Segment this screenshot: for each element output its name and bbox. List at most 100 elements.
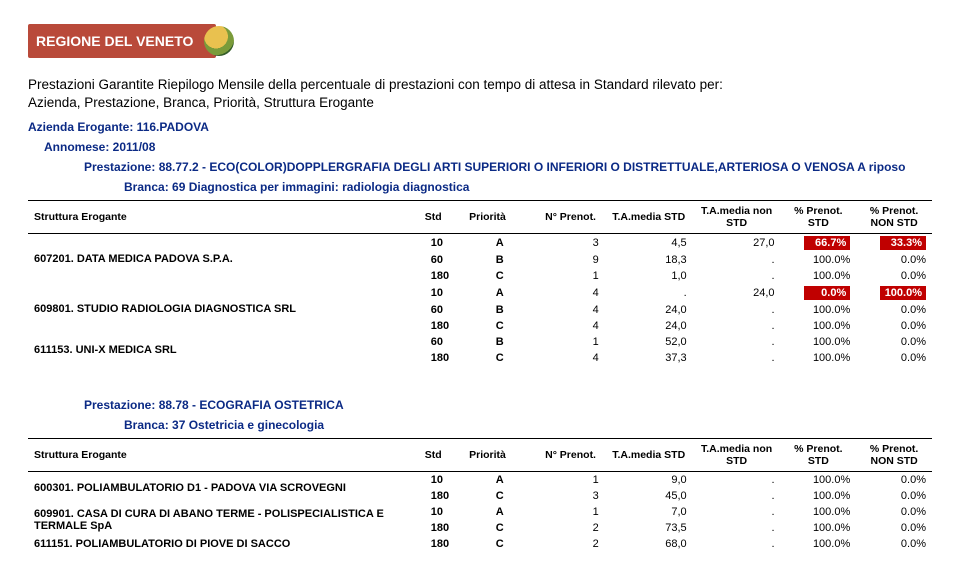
cell-pct-std: 100.0% xyxy=(781,488,857,504)
cell-n: 1 xyxy=(536,472,604,489)
cell-std: 180 xyxy=(419,350,463,366)
table-1: Struttura Erogante Std Priorità N° Preno… xyxy=(28,200,932,366)
th-p2: % Prenot. NON STD xyxy=(856,439,932,472)
cell-n: 1 xyxy=(536,504,604,520)
cell-std: 180 xyxy=(419,488,463,504)
cell-tamn: . xyxy=(693,520,781,536)
hot-value: 33.3% xyxy=(880,236,926,250)
azienda-line: Azienda Erogante: 116.PADOVA xyxy=(28,120,932,134)
table-row: 609801. STUDIO RADIOLOGIA DIAGNOSTICA SR… xyxy=(28,284,932,302)
cell-tam: . xyxy=(605,284,693,302)
cell-tam: 7,0 xyxy=(605,504,693,520)
cell-tamn: . xyxy=(693,252,781,268)
cell-tamn: . xyxy=(693,488,781,504)
struttura-label: 611151. POLIAMBULATORIO DI PIOVE DI SACC… xyxy=(28,536,419,552)
table-row: 611153. UNI-X MEDICA SRL60B152,0.100.0%0… xyxy=(28,334,932,350)
table-1-head: Struttura Erogante Std Priorità N° Preno… xyxy=(28,201,932,234)
cell-std: 10 xyxy=(419,472,463,489)
cell-n: 4 xyxy=(536,350,604,366)
th-struttura: Struttura Erogante xyxy=(28,439,419,472)
cell-n: 4 xyxy=(536,302,604,318)
cell-priorita: C xyxy=(463,318,536,334)
struttura-label: 609901. CASA DI CURA DI ABANO TERME - PO… xyxy=(28,504,419,536)
cell-tam: 18,3 xyxy=(605,252,693,268)
cell-tamn: . xyxy=(693,318,781,334)
cell-std: 60 xyxy=(419,302,463,318)
th-tam: T.A.media STD xyxy=(605,439,693,472)
cell-tamn: . xyxy=(693,504,781,520)
cell-tam: 1,0 xyxy=(605,268,693,284)
cell-tamn: . xyxy=(693,302,781,318)
cell-n: 2 xyxy=(536,536,604,552)
cell-tam: 4,5 xyxy=(605,234,693,253)
cell-tam: 9,0 xyxy=(605,472,693,489)
cell-tamn: . xyxy=(693,350,781,366)
page-title-line2: Azienda, Prestazione, Branca, Priorità, … xyxy=(28,94,932,112)
cell-pct-std: 100.0% xyxy=(781,350,857,366)
cell-pct-std: 100.0% xyxy=(781,318,857,334)
th-tamn: T.A.media non STD xyxy=(693,201,781,234)
cell-pct-nonstd: 0.0% xyxy=(856,504,932,520)
cell-std: 10 xyxy=(419,234,463,253)
th-n: N° Prenot. xyxy=(536,201,604,234)
cell-pct-nonstd: 0.0% xyxy=(856,252,932,268)
cell-n: 3 xyxy=(536,488,604,504)
cell-std: 180 xyxy=(419,318,463,334)
cell-pct-nonstd: 0.0% xyxy=(856,536,932,552)
cell-pct-nonstd: 0.0% xyxy=(856,350,932,366)
cell-tamn: . xyxy=(693,334,781,350)
th-pri: Priorità xyxy=(463,201,536,234)
branca2-line: Branca: 37 Ostetricia e ginecologia xyxy=(124,418,932,432)
cell-pct-nonstd: 0.0% xyxy=(856,334,932,350)
cell-n: 9 xyxy=(536,252,604,268)
cell-tam: 68,0 xyxy=(605,536,693,552)
cell-priorita: C xyxy=(463,520,536,536)
cell-pct-std: 100.0% xyxy=(781,520,857,536)
table-1-body: 607201. DATA MEDICA PADOVA S.P.A.10A34,5… xyxy=(28,234,932,367)
cell-priorita: B xyxy=(463,252,536,268)
branca1-line: Branca: 69 Diagnostica per immagini: rad… xyxy=(124,180,932,194)
cell-pct-nonstd: 0.0% xyxy=(856,268,932,284)
struttura-label: 600301. POLIAMBULATORIO D1 - PADOVA VIA … xyxy=(28,472,419,505)
cell-n: 4 xyxy=(536,284,604,302)
cell-n: 4 xyxy=(536,318,604,334)
cell-tam: 73,5 xyxy=(605,520,693,536)
cell-n: 2 xyxy=(536,520,604,536)
table-row: 611151. POLIAMBULATORIO DI PIOVE DI SACC… xyxy=(28,536,932,552)
cell-priorita: B xyxy=(463,302,536,318)
cell-tam: 52,0 xyxy=(605,334,693,350)
hot-value: 66.7% xyxy=(804,236,850,250)
cell-priorita: C xyxy=(463,268,536,284)
cell-tamn: . xyxy=(693,472,781,489)
cell-std: 60 xyxy=(419,334,463,350)
cell-priorita: C xyxy=(463,488,536,504)
th-p1: % Prenot. STD xyxy=(781,439,857,472)
cell-n: 1 xyxy=(536,268,604,284)
table-2-head: Struttura Erogante Std Priorità N° Preno… xyxy=(28,439,932,472)
th-std: Std xyxy=(419,201,463,234)
cell-tamn: . xyxy=(693,536,781,552)
cell-std: 180 xyxy=(419,536,463,552)
cell-priorita: A xyxy=(463,472,536,489)
cell-pct-nonstd: 0.0% xyxy=(856,302,932,318)
cell-pct-nonstd: 100.0% xyxy=(856,284,932,302)
cell-tam: 45,0 xyxy=(605,488,693,504)
th-tamn: T.A.media non STD xyxy=(693,439,781,472)
cell-std: 180 xyxy=(419,268,463,284)
th-p1: % Prenot. STD xyxy=(781,201,857,234)
cell-pct-std: 100.0% xyxy=(781,504,857,520)
cell-priorita: C xyxy=(463,536,536,552)
cell-pct-std: 100.0% xyxy=(781,302,857,318)
cell-priorita: A xyxy=(463,504,536,520)
cell-tamn: 24,0 xyxy=(693,284,781,302)
cell-pct-std: 100.0% xyxy=(781,334,857,350)
th-p2: % Prenot. NON STD xyxy=(856,201,932,234)
cell-n: 1 xyxy=(536,334,604,350)
cell-priorita: A xyxy=(463,234,536,253)
cell-pct-nonstd: 33.3% xyxy=(856,234,932,253)
cell-pct-std: 100.0% xyxy=(781,472,857,489)
cell-tam: 24,0 xyxy=(605,318,693,334)
cell-std: 180 xyxy=(419,520,463,536)
struttura-label: 609801. STUDIO RADIOLOGIA DIAGNOSTICA SR… xyxy=(28,284,419,334)
region-label: REGIONE DEL VENETO xyxy=(36,33,193,49)
